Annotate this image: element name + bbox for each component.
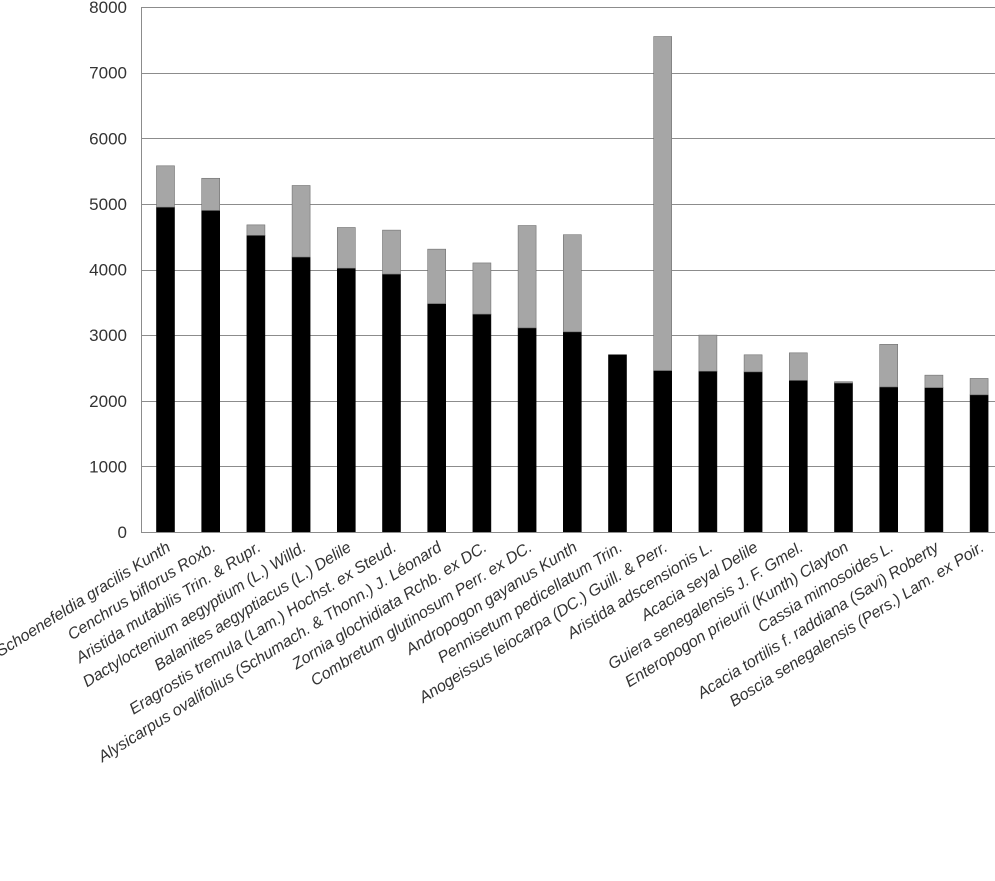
bars xyxy=(156,36,989,533)
bar-segment-lower xyxy=(834,382,853,533)
bar-segment-upper xyxy=(382,229,401,275)
bar-segment-upper xyxy=(517,225,537,329)
bar-segment-lower xyxy=(156,206,175,533)
bar-segment-lower xyxy=(562,331,582,533)
bar-segment-lower xyxy=(879,386,899,533)
bar-segment-upper xyxy=(834,381,853,384)
y-tick-label: 8000 xyxy=(89,0,127,17)
bar-segment-upper xyxy=(246,224,266,236)
bar-segment-lower xyxy=(969,394,989,533)
y-tick-label: 5000 xyxy=(89,195,127,214)
bar-segment-upper xyxy=(336,227,356,269)
y-tick-label: 0 xyxy=(118,523,127,542)
bar-segment-upper xyxy=(291,185,311,258)
bar-segment-lower xyxy=(653,370,673,533)
bar-segment-upper xyxy=(969,378,989,396)
y-tick-label: 7000 xyxy=(89,64,127,83)
bar-segment-lower xyxy=(291,256,311,533)
bar-segment-lower xyxy=(743,371,763,533)
bar-segment-upper xyxy=(201,177,220,211)
bar-segment-lower xyxy=(246,235,266,533)
y-tick-label: 4000 xyxy=(89,261,127,280)
bar-segment-upper xyxy=(472,262,492,315)
bar-segment-lower xyxy=(698,370,718,533)
bar-segment-upper xyxy=(427,248,447,304)
gridlines xyxy=(141,7,995,532)
bar-segment-lower xyxy=(924,387,944,533)
bar-segment-upper xyxy=(156,165,175,208)
y-tick-label: 6000 xyxy=(89,129,127,148)
bar-segment-upper xyxy=(698,334,718,372)
y-tick-label: 1000 xyxy=(89,457,127,476)
y-tick-label: 2000 xyxy=(89,392,127,411)
bar-segment-lower xyxy=(427,303,447,533)
bar-segment-upper xyxy=(879,344,899,388)
bar-segment-lower xyxy=(608,354,627,533)
bar-segment-upper xyxy=(743,354,763,373)
bar-segment-upper xyxy=(653,36,673,371)
bar-segment-lower xyxy=(788,380,808,533)
bar-segment-lower xyxy=(517,327,537,533)
bar-segment-lower xyxy=(472,313,492,533)
bar-segment-upper xyxy=(562,234,582,333)
bar-segment-lower xyxy=(201,210,220,533)
bar-segment-lower xyxy=(382,273,401,533)
y-tick-label: 3000 xyxy=(89,326,127,345)
y-axis-tick-labels: 0 1000 2000 3000 4000 5000 6000 7000 8000 xyxy=(89,0,127,542)
bar-segment-lower xyxy=(336,267,356,533)
bar-segment-upper xyxy=(788,352,808,381)
bar-segment-upper xyxy=(924,374,944,388)
